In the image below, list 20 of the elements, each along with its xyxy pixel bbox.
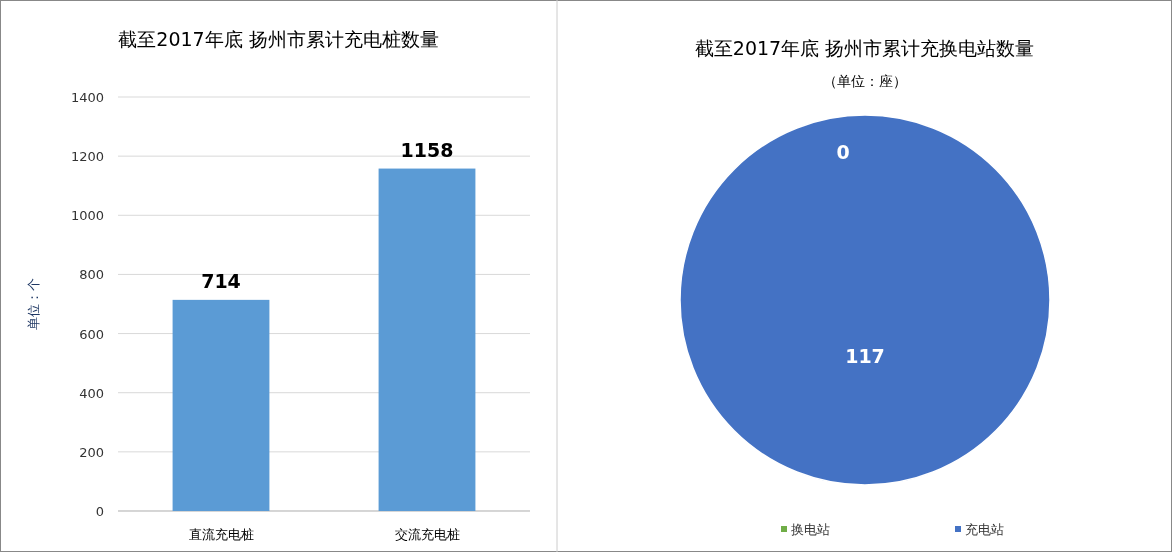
y-tick-label: 200 [79,444,104,460]
y-tick-label: 1200 [70,149,104,165]
y-tick-label: 1000 [70,208,104,224]
text: 0 [836,141,850,163]
y-axis-title: 单位：个 [26,278,41,330]
data-label: 714 [201,269,241,292]
chart-title: 截至2017年底 扬州市累计充换电站数量 [694,37,1035,59]
legend-label: 换电站 [791,522,830,537]
y-tick-label: 400 [79,385,104,401]
x-tick-label: 直流充电桩 [188,527,254,542]
data-label: 117 [845,344,885,367]
y-tick-label: 1400 [70,90,104,105]
y-tick-label: 600 [79,326,104,342]
chart-title: 截至2017年底 扬州市累计充电桩数量 [118,28,439,50]
y-tick-label: 800 [79,267,104,283]
x-tick-label: 交流充电桩 [394,527,460,542]
chart-subtitle: （单位：座） [822,73,907,89]
data-label: 1158 [400,138,454,161]
legend-label: 充电站 [965,522,1004,537]
y-tick-label: 0 [95,504,104,519]
